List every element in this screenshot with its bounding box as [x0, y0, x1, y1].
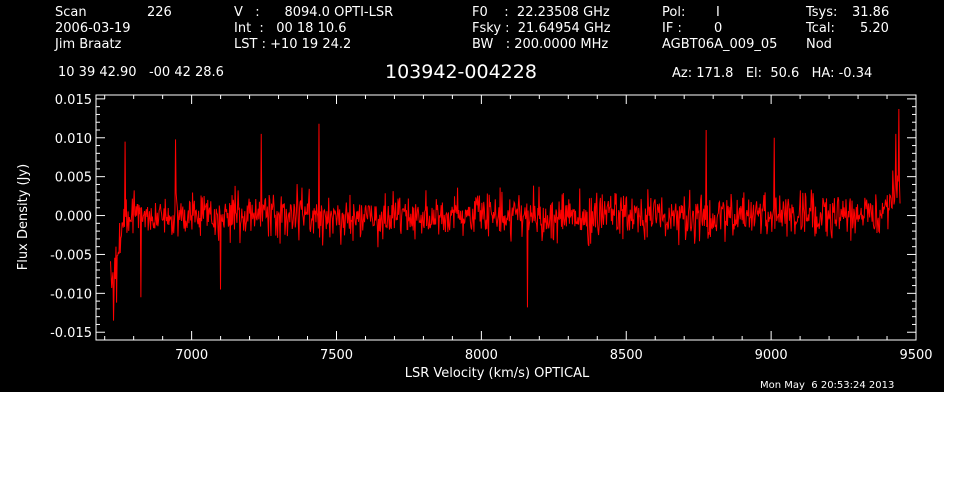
- y-tick-label: -0.005: [50, 248, 92, 263]
- spectrum-chart: 7000 7500 8000 8500 9000 9500 -0.015 -0.010 -0.…: [16, 93, 933, 381]
- tsys-value: 31.86: [852, 5, 890, 20]
- az-el-ha-text: Az: 171.8 El: 50.6 HA: -0.34: [672, 66, 873, 81]
- if-value: 0: [714, 21, 723, 36]
- x-tick-label: 9000: [755, 348, 788, 363]
- plot-frame: [95, 94, 917, 341]
- project-text: AGBT06A_009_05: [662, 37, 778, 52]
- tcal-value: 5.20: [860, 21, 889, 36]
- x-axis-label: LSR Velocity (km/s) OPTICAL: [405, 366, 590, 381]
- y-tick-label: 0.010: [55, 132, 92, 147]
- timestamp: Mon May 6 20:53:24 2013: [760, 380, 895, 391]
- x-tick-label: 7500: [320, 348, 353, 363]
- f0-text: F0 : 22.23508 GHz: [472, 5, 610, 20]
- pol-value: I: [716, 5, 720, 20]
- int-time-text: Int : 00 18 10.6: [234, 21, 347, 36]
- y-tick-label: 0.005: [55, 171, 92, 186]
- plot-panel: Scan 226 2006-03-19 Jim Braatz V : 8094.…: [0, 0, 944, 392]
- observer-text: Jim Braatz: [55, 37, 122, 52]
- y-axis-label: Flux Density (Jy): [16, 164, 31, 270]
- velocity-text: V : 8094.0 OPTI-LSR: [234, 5, 394, 20]
- y-tick-label: -0.010: [50, 287, 92, 302]
- spectrum-trace: [109, 108, 901, 321]
- coords-text: 10 39 42.90 -00 42 28.6: [58, 65, 224, 80]
- fsky-text: Fsky : 21.64954 GHz: [472, 21, 611, 36]
- scan-label: Scan: [55, 5, 87, 20]
- pol-label: Pol:: [662, 5, 686, 20]
- y-tick-label: 0.015: [55, 93, 92, 108]
- bw-text: BW : 200.0000 MHz: [472, 37, 609, 52]
- tsys-label: Tsys:: [806, 5, 838, 20]
- x-tick-label: 9500: [899, 348, 932, 363]
- proc-text: Nod: [806, 37, 832, 52]
- tcal-label: Tcal:: [806, 21, 835, 36]
- if-label: IF :: [662, 21, 682, 36]
- x-tick-label: 8500: [610, 348, 643, 363]
- scan-value: 226: [147, 5, 172, 20]
- y-tick-label: 0.000: [55, 210, 92, 225]
- x-tick-label: 7000: [175, 348, 208, 363]
- x-tick-label: 8000: [465, 348, 498, 363]
- source-title: 103942-004228: [385, 61, 537, 83]
- y-tick-label: -0.015: [50, 326, 92, 341]
- lst-text: LST : +10 19 24.2: [234, 37, 352, 52]
- date-text: 2006-03-19: [55, 21, 131, 36]
